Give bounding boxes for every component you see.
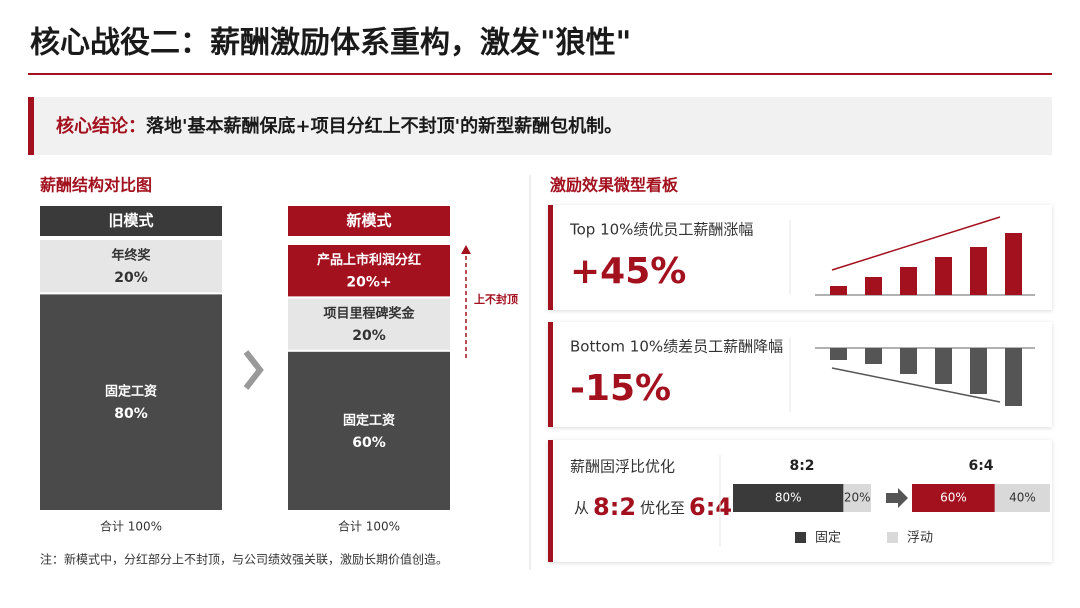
mini-bar <box>935 257 952 295</box>
conclusion-accent <box>28 97 34 155</box>
card-title: Bottom 10%绩差员工薪酬降幅 <box>570 338 783 356</box>
segment-name: 固定工资 <box>343 412 395 428</box>
mini-bar <box>865 277 882 295</box>
conclusion: 核心结论：落地'基本薪酬保底+项目分红上不封顶'的新型薪酬包机制。 <box>56 115 622 137</box>
card <box>548 322 1052 427</box>
ratio-prefix: 从 <box>574 499 589 517</box>
segment-label: 80% <box>114 406 148 422</box>
legend-swatch <box>887 532 898 543</box>
segment <box>288 245 450 297</box>
segment-name: 年终奖 <box>111 248 151 264</box>
conclusion-box <box>28 97 1052 155</box>
ratio-from: 8:2 <box>593 493 636 521</box>
segment-label: 20%+ <box>346 275 391 291</box>
mini-bar <box>1005 233 1022 295</box>
ratio-segment <box>912 484 995 512</box>
arrow-label: 上不封顶 <box>474 292 518 306</box>
chevron <box>243 350 264 390</box>
trend-arrow <box>831 367 1001 403</box>
conclusion-text: 落地'基本薪酬保底+项目分红上不封顶'的新型薪酬包机制。 <box>146 115 622 137</box>
ratio-title: 薪酬固浮比优化 <box>570 458 675 476</box>
ratio-mid: 优化至 <box>640 499 685 517</box>
legend-label: 固定 <box>815 531 841 546</box>
up-arrow-head <box>461 245 471 254</box>
title-rule <box>28 73 1052 75</box>
total: 合计 100% <box>338 519 400 534</box>
card-accent <box>548 205 553 310</box>
ratio-label: 20% <box>844 491 871 505</box>
card <box>548 205 1052 310</box>
card-accent <box>548 322 553 427</box>
ratio-sentence: 从 8:2 优化至 6:4 <box>574 493 732 521</box>
mini-bar <box>830 286 847 295</box>
segment <box>288 351 450 510</box>
mode-header <box>288 206 450 236</box>
title: 核心战役二：薪酬激励体系重构，激发"狼性" <box>30 26 631 61</box>
card-value: +45% <box>570 251 686 292</box>
ratio-arrow <box>886 488 908 508</box>
card-value: -15% <box>570 368 671 409</box>
group-label: 8:2 <box>789 458 814 474</box>
mini-bar <box>970 247 987 295</box>
mini-bar <box>830 348 847 360</box>
mini-bar <box>970 348 987 394</box>
ratio-segment <box>733 484 844 512</box>
ratio-segment <box>843 484 871 512</box>
left-title: 薪酬结构对比图 <box>40 176 152 195</box>
legend-label: 浮动 <box>907 531 933 546</box>
mini-bar <box>900 267 917 295</box>
segment-label: 60% <box>352 435 386 451</box>
segment-label: 20% <box>352 328 386 344</box>
ratio-label: 80% <box>775 491 802 505</box>
group-label: 6:4 <box>968 458 993 474</box>
mini-bar <box>865 348 882 364</box>
right-title: 激励效果微型看板 <box>550 176 679 195</box>
mode-header <box>40 206 222 236</box>
segment-label: 20% <box>114 270 148 286</box>
ratio-label: 60% <box>940 491 967 505</box>
card-accent <box>548 440 553 562</box>
segment-name: 项目里程碑奖金 <box>323 306 415 322</box>
segment <box>288 298 450 350</box>
ratio-to: 6:4 <box>689 493 732 521</box>
segment <box>40 240 222 293</box>
card-title: Top 10%绩优员工薪酬涨幅 <box>569 221 753 239</box>
mini-bar <box>900 348 917 374</box>
legend-swatch <box>795 532 806 543</box>
total: 合计 100% <box>100 519 162 534</box>
mode-name: 新模式 <box>346 212 391 230</box>
conclusion-label: 核心结论： <box>56 115 146 137</box>
segment-name: 产品上市利润分红 <box>317 252 421 268</box>
ratio-segment <box>994 484 1050 512</box>
trend-arrow <box>831 216 1001 271</box>
mini-bar <box>1005 348 1022 406</box>
mini-bar <box>935 348 952 384</box>
mode-name: 旧模式 <box>108 212 153 230</box>
segment <box>40 294 222 510</box>
note: 注：新模式中，分红部分上不封顶，与公司绩效强关联，激励长期价值创造。 <box>40 552 448 567</box>
ratio-label: 40% <box>1009 491 1036 505</box>
segment-name: 固定工资 <box>105 384 157 400</box>
